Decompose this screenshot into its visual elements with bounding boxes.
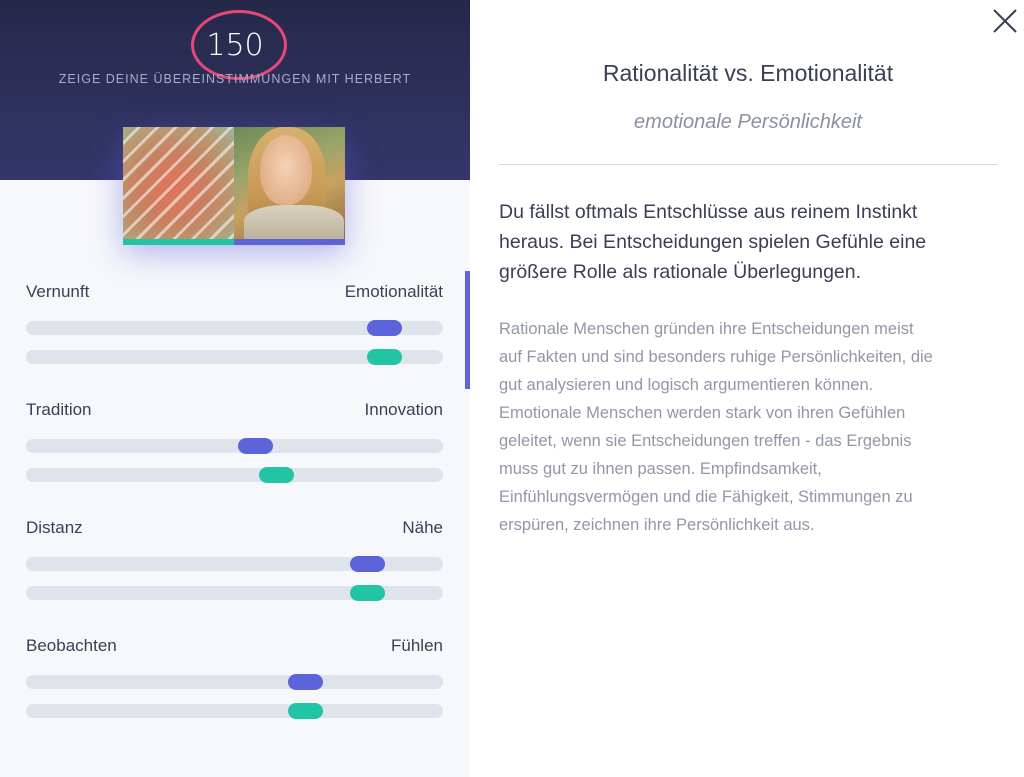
match-photo[interactable]: [234, 127, 345, 239]
match-slider-track: [26, 320, 443, 336]
dimension-right-label: Fühlen: [391, 636, 443, 655]
lead-line: Du fällst oftmals Entschlüsse aus reinem…: [499, 201, 918, 223]
score-highlight-ring: [191, 10, 287, 80]
match-panel: 150 ZEIGE DEINE ÜBEREINSTIMMUNGEN MIT HE…: [0, 0, 470, 777]
own-slider-knob: [258, 467, 294, 483]
detail-lead-text: Du fällst oftmals Entschlüsse aus reinem…: [499, 197, 999, 287]
match-slider-track: [26, 556, 443, 572]
body-line: Rationale Menschen gründen ihre Entschei…: [499, 320, 914, 338]
detail-body-text: Rationale Menschen gründen ihre Entschei…: [499, 315, 1004, 539]
dimension-row[interactable]: Tradition Innovation: [26, 400, 443, 518]
body-line: muss gut zu ihnen passen. Empfindsamkeit…: [499, 460, 822, 478]
photo-scarf: [244, 205, 344, 239]
own-color-bar: [123, 239, 234, 245]
match-slider-track: [26, 674, 443, 690]
match-score: 150: [206, 28, 264, 63]
dimension-left-label: Beobachten: [26, 636, 117, 655]
body-line: gut analysieren und logisch argumentiere…: [499, 376, 874, 394]
dimension-right-label: Innovation: [364, 400, 443, 419]
match-slider-knob: [287, 674, 323, 690]
selected-dimension-indicator: [465, 271, 470, 389]
close-button[interactable]: [992, 8, 1018, 34]
own-slider-track: [26, 703, 443, 719]
match-slider-knob: [350, 556, 386, 572]
body-line: Emotionale Menschen werden stark von ihr…: [499, 404, 906, 422]
photo-face: [260, 135, 312, 205]
own-slider-track: [26, 585, 443, 601]
match-slider-knob: [237, 438, 273, 454]
dimension-row[interactable]: Distanz Nähe: [26, 518, 443, 636]
lead-line: heraus. Bei Entscheidungen spielen Gefüh…: [499, 231, 927, 253]
own-slider-track: [26, 467, 443, 483]
detail-title: Rationalität vs. Emotionalität: [602, 60, 894, 86]
own-slider-track: [26, 349, 443, 365]
body-line: auf Fakten und sind besonders ruhige Per…: [499, 348, 933, 366]
dimension-right-label: Emotionalität: [344, 282, 443, 301]
own-slider-knob: [367, 349, 403, 365]
match-slider-track: [26, 438, 443, 454]
own-photo-blurred: [123, 127, 234, 239]
dimension-list: Vernunft Emotionalität Tradition Innovat…: [26, 282, 443, 754]
profile-photos: [123, 127, 345, 245]
match-subtitle[interactable]: ZEIGE DEINE ÜBEREINSTIMMUNGEN MIT HERBER…: [58, 72, 412, 86]
body-line: erspüren, zeichnen ihre Persönlichkeit a…: [499, 516, 815, 534]
detail-subtitle: emotionale Persönlichkeit: [634, 111, 862, 133]
match-color-bar: [234, 239, 345, 245]
own-slider-knob: [350, 585, 386, 601]
lead-line: größere Rolle als rationale Überlegungen…: [499, 261, 862, 283]
dimension-left-label: Distanz: [26, 518, 83, 537]
detail-panel: Rationalität vs. Emotionalität emotional…: [470, 0, 1024, 777]
dimension-row[interactable]: Vernunft Emotionalität: [26, 282, 443, 400]
detail-divider: [499, 164, 998, 165]
dimension-row[interactable]: Beobachten Fühlen: [26, 636, 443, 754]
dimension-left-label: Vernunft: [26, 282, 90, 301]
match-slider-knob: [367, 320, 403, 336]
body-line: geleitet, wenn sie Entscheidungen treffe…: [499, 432, 912, 450]
close-icon: [993, 9, 1017, 33]
body-line: Einfühlungsvermögen und die Fähigkeit, S…: [499, 488, 913, 506]
own-slider-knob: [287, 703, 323, 719]
dimension-right-label: Nähe: [402, 518, 443, 537]
dimension-left-label: Tradition: [26, 400, 92, 419]
